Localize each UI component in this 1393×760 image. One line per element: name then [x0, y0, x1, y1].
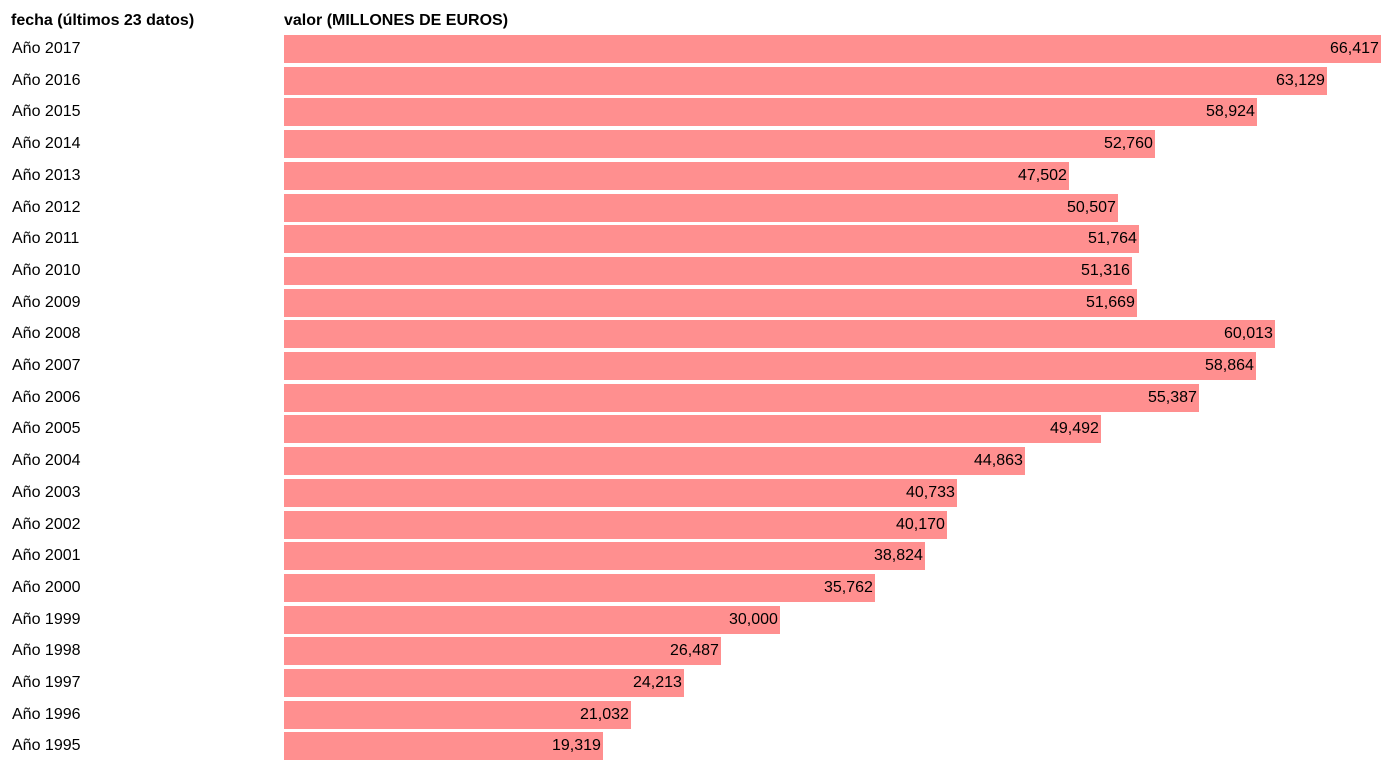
value-label: 47,502	[1018, 166, 1067, 184]
value-label: 26,487	[670, 642, 719, 660]
value-label: 58,924	[1206, 103, 1255, 121]
category-label: Año 1995	[12, 737, 81, 755]
value-label: 30,000	[729, 610, 778, 628]
bar	[284, 447, 1025, 476]
value-label: 55,387	[1148, 388, 1197, 406]
category-label: Año 2004	[12, 452, 81, 470]
bar-row: Año 1999 30,000	[0, 605, 1393, 634]
category-label: Año 2017	[12, 40, 81, 57]
value-label: 49,492	[1050, 420, 1099, 438]
category-label: Año 1996	[12, 705, 81, 723]
bar	[284, 66, 1327, 95]
category-label: Año 2016	[12, 71, 81, 89]
bar-row: Año 1997 24,213	[0, 669, 1393, 697]
value-label: 40,170	[896, 515, 945, 533]
value-label: 19,319	[552, 737, 601, 755]
bar-row: Año 2000 35,762	[0, 573, 1393, 602]
value-label: 58,864	[1205, 357, 1254, 374]
bar-row: Año 2017 66,417	[0, 35, 1393, 63]
bar-row: Año 2005 49,492	[0, 415, 1393, 444]
value-label: 44,863	[974, 452, 1023, 470]
category-label: Año 1998	[12, 642, 81, 660]
bar	[284, 256, 1132, 285]
bar	[284, 542, 925, 571]
bar-row: Año 2004 44,863	[0, 447, 1393, 476]
category-label: Año 1997	[12, 674, 81, 691]
category-label: Año 2007	[12, 357, 81, 374]
category-label: Año 2008	[12, 325, 81, 343]
category-label: Año 2002	[12, 515, 81, 533]
value-label: 51,316	[1081, 261, 1130, 279]
bar	[284, 637, 721, 666]
bar-row: Año 1996 21,032	[0, 700, 1393, 729]
category-label: Año 2006	[12, 388, 81, 406]
bar	[284, 288, 1137, 317]
value-label: 51,764	[1088, 230, 1137, 248]
bar-row: Año 1995 19,319	[0, 732, 1393, 760]
bar-row: Año 2009 51,669	[0, 288, 1393, 317]
category-label: Año 2013	[12, 166, 81, 184]
bar	[284, 161, 1069, 190]
date-column-header: fecha (últimos 23 datos)	[11, 12, 195, 29]
category-label: Año 2009	[12, 293, 81, 311]
category-label: Año 2012	[12, 198, 81, 216]
value-label: 66,417	[1330, 40, 1379, 57]
value-label: 35,762	[824, 578, 873, 596]
value-label: 51,669	[1086, 293, 1135, 311]
category-label: Año 2003	[12, 483, 81, 501]
bar	[284, 193, 1118, 222]
value-label: 24,213	[633, 674, 682, 691]
bar	[284, 98, 1257, 127]
bar-row: Año 2011 51,764	[0, 225, 1393, 254]
bar-row: Año 1998 26,487	[0, 637, 1393, 666]
bar	[284, 225, 1139, 254]
bar	[284, 700, 631, 729]
bar	[284, 510, 947, 539]
bar-row: Año 2016 63,129	[0, 66, 1393, 95]
bar-row: Año 2013 47,502	[0, 161, 1393, 190]
value-label: 50,507	[1067, 198, 1116, 216]
bar	[284, 352, 1256, 380]
category-label: Año 2014	[12, 135, 81, 153]
bar	[284, 415, 1101, 444]
category-label: Año 2005	[12, 420, 81, 438]
value-label: 38,824	[874, 547, 923, 565]
value-column-header: valor (MILLONES DE EUROS)	[284, 12, 509, 29]
bar	[284, 35, 1381, 63]
value-label: 60,013	[1224, 325, 1273, 343]
value-label: 52,760	[1104, 135, 1153, 153]
category-label: Año 2000	[12, 578, 81, 596]
bar-row: Año 2012 50,507	[0, 193, 1393, 222]
bar	[284, 605, 780, 634]
bar	[284, 383, 1199, 412]
bar-row: Año 2014 52,760	[0, 130, 1393, 159]
category-label: Año 1999	[12, 610, 81, 628]
bar	[284, 320, 1275, 349]
bar-row: Año 2003 40,733	[0, 478, 1393, 507]
bar	[284, 130, 1155, 159]
bar-row: Año 2006 55,387	[0, 383, 1393, 412]
bar	[284, 669, 684, 697]
category-label: Año 2011	[12, 230, 80, 248]
bar-row: Año 2001 38,824	[0, 542, 1393, 571]
bar-row: Año 2002 40,170	[0, 510, 1393, 539]
value-label: 63,129	[1276, 71, 1325, 89]
category-label: Año 2010	[12, 261, 81, 279]
bar-row: Año 2008 60,013	[0, 320, 1393, 349]
bar-row: Año 2007 58,864	[0, 352, 1393, 380]
category-label: Año 2001	[12, 547, 81, 565]
value-label: 21,032	[580, 705, 629, 723]
value-label: 40,733	[906, 483, 955, 501]
bar	[284, 573, 875, 602]
bar-row: Año 2015 58,924	[0, 98, 1393, 127]
bar	[284, 478, 957, 507]
bar-row: Año 2010 51,316	[0, 256, 1393, 285]
category-label: Año 2015	[12, 103, 81, 121]
